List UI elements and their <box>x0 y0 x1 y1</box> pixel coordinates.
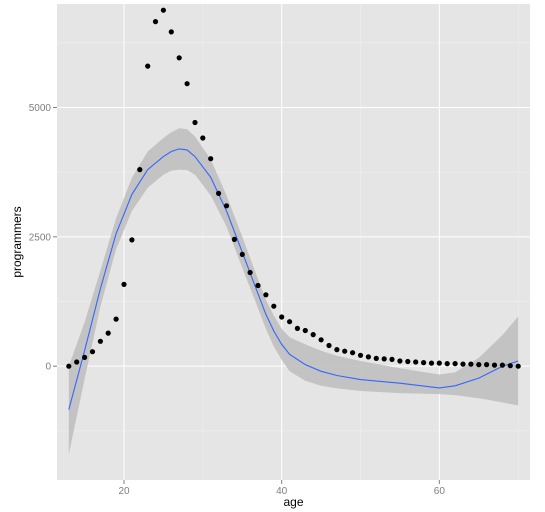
data-point <box>365 354 371 360</box>
data-point <box>113 316 119 322</box>
data-point <box>192 119 198 126</box>
data-point <box>460 361 466 367</box>
data-point <box>200 135 206 141</box>
data-point <box>507 363 513 369</box>
data-point <box>145 63 151 69</box>
data-point <box>184 81 190 87</box>
data-point <box>421 360 427 366</box>
data-point <box>239 251 245 257</box>
y-tick-label: 0 <box>45 362 51 373</box>
data-point <box>152 19 159 25</box>
data-point <box>334 347 340 353</box>
data-point <box>82 354 88 360</box>
data-point <box>468 361 474 367</box>
data-point <box>66 363 72 369</box>
plot-panel <box>57 4 530 480</box>
data-point <box>499 362 505 368</box>
data-point <box>129 237 135 243</box>
data-point <box>287 319 293 325</box>
data-point <box>216 190 222 196</box>
data-point <box>491 362 498 368</box>
data-point <box>310 332 316 338</box>
data-point <box>97 338 103 344</box>
smooth-line <box>68 148 519 410</box>
data-point <box>137 167 143 173</box>
data-point <box>105 330 111 336</box>
data-point <box>357 352 364 358</box>
data-point <box>476 362 482 368</box>
data-point <box>436 360 442 366</box>
data-point <box>121 281 127 287</box>
grid-major <box>57 4 530 480</box>
confidence-band <box>68 128 519 455</box>
data-point <box>74 359 80 365</box>
data-point <box>405 358 411 365</box>
y-axis-ticks: 0 2500 5000 <box>29 103 57 373</box>
data-point <box>168 29 174 35</box>
data-point <box>294 325 300 331</box>
x-tick-label: 20 <box>118 486 130 497</box>
x-axis-title: age <box>283 495 303 509</box>
data-point <box>176 55 182 61</box>
data-point <box>515 363 521 369</box>
y-tick-label: 2500 <box>29 232 52 243</box>
data-point <box>271 303 277 309</box>
data-point <box>428 360 435 366</box>
x-tick-label: 60 <box>434 486 446 497</box>
data-point <box>326 342 332 349</box>
data-point <box>255 282 261 289</box>
data-point <box>231 236 237 242</box>
x-axis-ticks: 20 40 60 <box>118 480 445 497</box>
data-point <box>302 327 308 334</box>
data-point <box>247 269 253 276</box>
data-point <box>89 349 96 355</box>
data-point <box>381 356 387 362</box>
data-point <box>263 292 269 298</box>
data-point <box>397 358 403 364</box>
x-tick-label: 40 <box>276 486 288 497</box>
y-tick-label: 5000 <box>29 103 52 114</box>
data-point <box>444 361 450 367</box>
y-axis-title: programmers <box>10 206 24 277</box>
data-point <box>413 359 419 365</box>
data-point <box>350 350 356 356</box>
data-point <box>484 362 490 368</box>
data-point <box>223 203 230 209</box>
data-points <box>66 7 521 369</box>
data-point <box>318 337 324 343</box>
data-point <box>208 156 214 162</box>
data-point <box>160 7 166 13</box>
data-point <box>279 314 285 320</box>
data-point <box>373 355 379 361</box>
data-point <box>452 361 458 367</box>
data-point <box>389 356 395 362</box>
data-point <box>342 348 348 354</box>
